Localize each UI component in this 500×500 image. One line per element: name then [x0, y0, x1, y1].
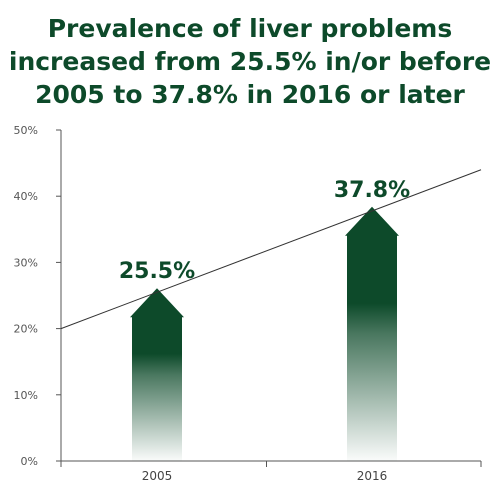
title-line-1: Prevalence of liver problems — [47, 14, 453, 43]
y-tick-label: 20% — [14, 323, 38, 336]
trend — [60, 169, 482, 330]
y-tick-label: 40% — [14, 190, 38, 203]
y-tick-label: 10% — [14, 389, 38, 402]
title-line-3: 2005 to 37.8% in 2016 or later — [35, 80, 465, 109]
data-label: 25.5% — [119, 259, 195, 284]
bars — [130, 206, 399, 461]
chart-title: Prevalence of liver problems increased f… — [0, 12, 500, 111]
x-tick-label: 2016 — [357, 469, 388, 483]
bar — [130, 288, 184, 461]
data-label: 37.8% — [334, 178, 410, 203]
y-tick-label: 50% — [14, 124, 38, 137]
y-tick-label: 30% — [14, 256, 38, 269]
axes: 0% 10% 20% 30% 40% 50% — [14, 124, 482, 468]
labels: 2005 2016 25.5% 37.8% — [119, 178, 410, 483]
y-tick-label: 0% — [21, 455, 38, 468]
bar — [345, 206, 399, 461]
trend-line — [60, 169, 482, 330]
x-tick-label: 2005 — [142, 469, 173, 483]
title-line-2: increased from 25.5% in/or before — [8, 47, 492, 76]
